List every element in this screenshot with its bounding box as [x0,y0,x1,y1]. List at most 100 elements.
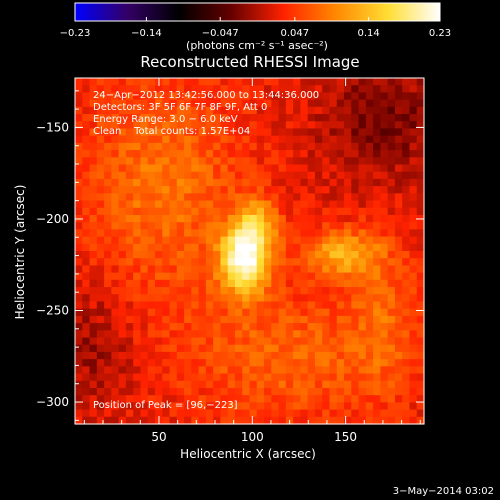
heatmap-cell [205,135,214,144]
heatmap-cell [293,315,301,324]
heatmap-cell [162,395,171,403]
heatmap-cell [96,106,105,115]
heatmap-cell [118,359,127,367]
heatmap-cell [264,243,272,252]
heatmap-cell [191,258,200,267]
heatmap-cell [402,344,411,353]
heatmap-cell [293,330,301,339]
heatmap-cell [205,78,214,86]
heatmap-cell [278,150,287,158]
heatmap-cell [154,287,163,295]
heatmap-cell [300,279,309,288]
heatmap-cell [264,121,272,130]
heatmap-cell [205,315,214,324]
heatmap-cell [314,121,323,130]
heatmap-cell [169,251,178,259]
heatmap-cell [322,294,331,303]
heatmap-cell [387,193,396,202]
heatmap-cell [402,323,411,331]
heatmap-cell [351,416,360,425]
heatmap-cell [191,265,200,274]
heatmap-cell [191,323,200,331]
heatmap-cell [96,323,105,331]
heatmap-cell [365,114,374,122]
heatmap-cell [365,236,374,245]
heatmap-cell [336,128,345,137]
heatmap-cell [227,272,236,281]
heatmap-cell [358,164,367,173]
heatmap-cell [416,387,425,396]
heatmap-cell [234,243,243,252]
heatmap-cell [314,214,323,223]
heatmap-cell [329,337,338,346]
heatmap-cell [358,171,367,180]
x-tick-label: 100 [241,430,264,444]
heatmap-cell [162,416,171,425]
heatmap-cell [154,99,163,108]
heatmap-cell [213,135,222,144]
heatmap-cell [373,164,381,173]
heatmap-cell [307,373,316,382]
heatmap-cell [96,308,105,317]
heatmap-cell [329,92,338,101]
heatmap-cell [125,251,134,259]
heatmap-cell [249,366,258,375]
heatmap-cell [162,251,171,259]
heatmap-cell [89,373,98,382]
heatmap-cell [322,135,331,144]
heatmap-cell [271,251,280,259]
heatmap-cell [133,258,142,267]
heatmap-cell [394,178,403,187]
heatmap-cell [89,366,98,375]
heatmap-cell [300,402,309,411]
heatmap-cell [89,207,98,216]
heatmap-cell [285,308,294,317]
heatmap-cell [336,186,345,194]
heatmap-cell [416,99,425,108]
heatmap-cell [256,193,265,202]
heatmap-cell [351,178,360,187]
heatmap-cell [104,380,112,389]
heatmap-cell [402,214,411,223]
heatmap-cell [256,236,265,245]
annotation-detectors: Detectors: 3F 5F 6F 7F 8F 9F, Att 0 [93,102,267,113]
heatmap-cell [409,150,418,158]
heatmap-cell [213,315,222,324]
heatmap-cell [227,150,236,158]
heatmap-cell [249,323,258,331]
colorbar-tick-label: −0.14 [131,28,162,39]
heatmap-cell [271,128,280,137]
heatmap-cell [329,380,338,389]
heatmap-cell [198,287,207,295]
heatmap-cell [409,229,418,238]
heatmap-cell [365,193,374,202]
heatmap-cell [111,416,120,425]
heatmap-cell [416,106,425,115]
heatmap-cell [394,395,403,403]
heatmap-cell [278,207,287,216]
heatmap-cell [351,186,360,194]
heatmap-cell [278,323,287,331]
heatmap-cell [125,99,134,108]
heatmap-cell [96,222,105,230]
heatmap-cell [387,402,396,411]
heatmap-cell [358,315,367,324]
heatmap-cell [409,272,418,281]
heatmap-cell [104,78,112,86]
heatmap-cell [213,178,222,187]
heatmap-cell [264,380,272,389]
heatmap-cell [278,409,287,418]
heatmap-cell [394,85,403,94]
heatmap-cell [344,85,352,94]
heatmap-cell [307,315,316,324]
heatmap-cell [256,99,265,108]
heatmap-cell [205,128,214,137]
heatmap-cell [300,265,309,274]
heatmap-cell [285,287,294,295]
heatmap-cell [373,315,381,324]
heatmap-cell [409,402,418,411]
heatmap-cell [162,337,171,346]
heatmap-cell [365,229,374,238]
heatmap-cell [104,402,112,411]
heatmap-cell [402,222,411,230]
